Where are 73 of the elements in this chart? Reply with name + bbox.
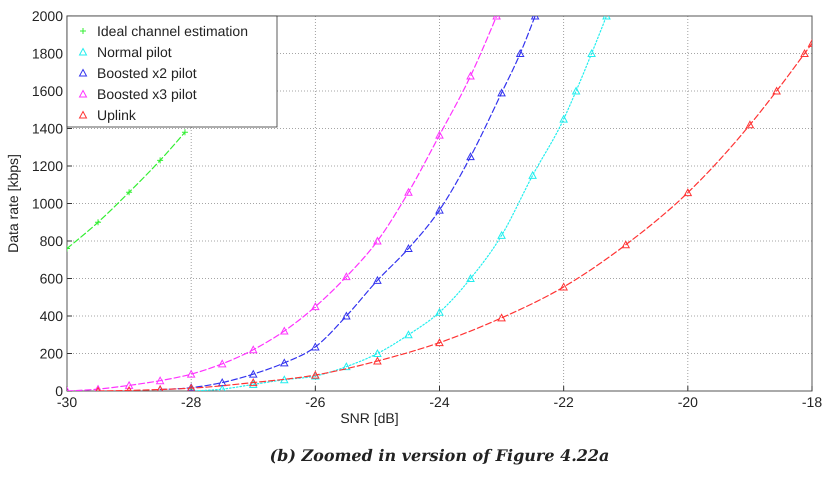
y-tick-label: 1200 <box>32 158 64 174</box>
y-tick-label: 600 <box>40 270 64 286</box>
legend-label: Boosted x3 pilot <box>97 86 197 102</box>
y-tick-label: 1000 <box>32 196 64 212</box>
point <box>436 338 444 346</box>
point <box>622 240 630 248</box>
x-tick-label: -22 <box>554 394 574 410</box>
point <box>404 330 412 338</box>
y-axis-title: Data rate [kbps] <box>5 154 21 253</box>
point <box>404 188 412 196</box>
point <box>560 115 568 123</box>
text: (b) Zoomed in version of Figure 4.22a <box>270 446 610 465</box>
point <box>498 314 506 322</box>
point <box>156 156 164 164</box>
point <box>342 312 350 320</box>
point <box>516 50 524 57</box>
y-tick-label: 1600 <box>32 83 64 99</box>
x-tick-label: -28 <box>181 394 202 410</box>
y-tick-label: 1400 <box>32 120 64 136</box>
x-tick-label: -18 <box>802 394 822 410</box>
point <box>280 327 288 334</box>
point <box>280 376 288 384</box>
point <box>572 87 580 94</box>
point <box>311 302 320 310</box>
point <box>280 358 288 366</box>
point <box>249 346 258 354</box>
point <box>187 370 196 378</box>
y-tick-label: 0 <box>55 383 64 399</box>
x-tick-label: -24 <box>429 394 450 410</box>
point <box>588 50 596 57</box>
y-tick-label: 2000 <box>32 8 64 24</box>
point <box>311 342 320 350</box>
y-tick-label: 400 <box>40 308 64 324</box>
x-tick-label: -20 <box>678 394 698 410</box>
legend-label: Boosted x2 pilot <box>97 65 197 81</box>
point <box>800 50 809 57</box>
point <box>404 244 412 252</box>
point <box>436 206 444 214</box>
point <box>560 282 568 290</box>
point <box>218 378 226 386</box>
point <box>466 72 475 80</box>
point <box>684 188 692 196</box>
point <box>181 128 188 136</box>
y-tick-label: 1800 <box>32 46 64 62</box>
y-tick-label: 800 <box>40 233 64 249</box>
x-tick-label: -26 <box>305 394 326 410</box>
point <box>436 131 444 139</box>
point <box>498 231 506 239</box>
point <box>342 272 350 280</box>
point <box>94 218 102 226</box>
point <box>249 370 258 378</box>
legend-label: Normal pilot <box>97 44 172 60</box>
point <box>218 360 226 368</box>
point <box>498 88 506 96</box>
point <box>373 276 382 284</box>
point <box>126 188 133 196</box>
point <box>746 120 754 128</box>
x-axis-title: SNR [dB] <box>340 410 399 426</box>
point <box>373 350 382 357</box>
point <box>156 376 164 384</box>
point <box>218 385 226 391</box>
point <box>772 87 781 94</box>
point <box>466 274 475 282</box>
legend-label: Ideal channel estimation <box>97 23 248 39</box>
legend-label: Uplink <box>97 107 137 123</box>
point <box>373 237 382 244</box>
point <box>466 152 475 160</box>
point <box>125 381 134 389</box>
point <box>373 357 382 364</box>
point <box>342 362 350 370</box>
y-tick-label: 200 <box>40 346 64 362</box>
point <box>528 171 537 179</box>
point <box>436 308 444 316</box>
